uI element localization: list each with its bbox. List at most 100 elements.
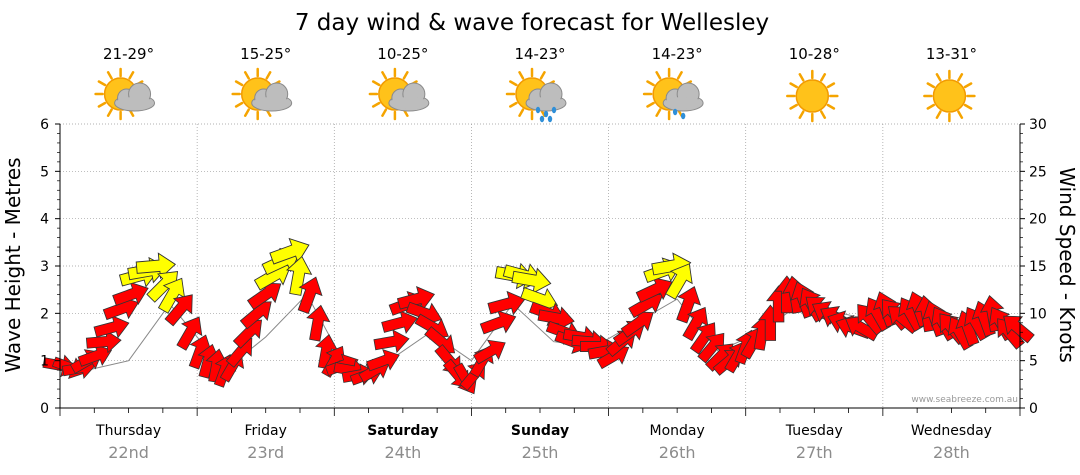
day-name: Sunday [511,423,569,439]
day-label-wednesday: Wednesday 28th [911,423,992,462]
wind-arrow [682,306,709,342]
y-tick-label-left: 3 [40,259,49,275]
day-forecast-saturday: 10-25° [368,45,430,121]
day-forecast-thursday: 21-29° [94,45,156,121]
wind-arrow [85,329,122,354]
rain-drop [680,112,686,120]
wind-arrow [157,277,186,314]
day-forecast-header: 21-29° 15-25° 10-25° 14-23° 14-23° 10-28° 13-3… [94,45,977,123]
sun-ray [243,71,250,80]
day-label-tuesday: Tuesday 27th [785,423,843,462]
sun-disc [932,79,967,113]
temperature-range: 15-25° [240,45,291,63]
sun-ray [789,82,798,89]
sunny-icon [786,69,839,123]
rain-drop [551,106,557,114]
sun-ray [234,80,244,87]
wind-arrow [176,316,203,351]
sun-ray [381,71,388,80]
cloud-fill [115,97,154,109]
sun-ray [820,110,827,119]
day-forecast-wednesday: 13-31° [923,45,977,123]
wind-arrow [473,339,506,365]
wind-arrow [366,349,400,372]
y-tick-label-right: 30 [1029,117,1047,133]
day-forecast-monday: 14-23° [642,45,704,121]
rain-drop [535,106,541,114]
sun-ray [128,71,135,80]
wind-arrow [135,252,177,280]
chart-title: 7 day wind & wave forecast for Wellesley [295,10,769,36]
sun-ray [106,71,113,80]
day-name: Tuesday [785,423,843,439]
day-forecast-sunday: 14-23° [505,45,567,123]
cloud-fill [389,97,428,109]
day-date: 23rd [247,443,284,462]
y-tick-label-left: 2 [40,306,49,322]
y-tick-label-left: 0 [40,401,49,417]
sun-ray [106,108,113,117]
sun-ray [926,82,936,89]
day-labels: Thursday 22nd Friday 23rd Saturday 24th Sunday… [95,423,992,462]
sun-ray [243,108,250,117]
cloud-fill [664,97,703,109]
partly-cloudy-icon [231,67,293,121]
y-tick-label-right: 15 [1029,259,1047,275]
day-label-monday: Monday 26th [650,423,705,462]
y-tick-label-right: 25 [1029,164,1047,180]
temperature-range: 10-25° [377,45,428,63]
day-forecast-friday: 15-25° [231,45,293,121]
wind-arrow [93,315,130,339]
sun-ray [963,82,973,89]
wind-arrow [112,281,149,306]
chart-axes: 0 1 2 3 4 5 6 0 5 10 15 20 25 30 [40,117,1047,417]
y-tick-label-left: 1 [40,354,49,370]
temperature-range: 14-23° [514,45,565,63]
y-tick-label-left: 5 [40,164,49,180]
day-label-thursday: Thursday 22nd [95,423,161,462]
sun-ray [539,71,546,80]
watermark: www.seabreeze.com.au [911,395,1018,405]
y-tick-label-right: 10 [1029,306,1047,322]
sun-ray [676,71,683,80]
y-tick-label-right: 5 [1029,354,1038,370]
day-date: 28th [933,443,970,462]
wind-arrow [188,334,213,370]
y-tick-label-right: 0 [1029,401,1038,417]
y-axis-left-label: Wave Height - Metres [1,157,25,372]
sun-disc [795,79,830,113]
wind-arrow [697,332,725,364]
sun-ray [957,110,964,119]
y-axis-right-label: Wind Speed - Knots [1055,167,1079,363]
day-date: 27th [796,443,833,462]
temperature-range: 21-29° [103,45,154,63]
sun-ray [826,103,836,110]
sun-ray [265,71,272,80]
wind-arrow [269,237,310,265]
rain-drop [539,115,545,123]
sun-ray [926,103,936,110]
day-forecast-tuesday: 10-28° [786,45,840,123]
wind-arrow [1003,315,1035,344]
sun-ray [234,101,244,108]
wind-arrow [537,306,575,331]
sun-ray [789,103,798,110]
rain-drop [547,115,553,123]
rain-drop [672,108,678,116]
wind-arrow [77,344,113,367]
temperature-range: 14-23° [652,45,703,63]
day-name: Thursday [95,423,161,439]
sun-ray [798,110,805,119]
sun-ray [935,73,942,82]
temperature-range: 10-28° [789,45,840,63]
sun-ray [963,103,973,110]
wind-arrow [396,286,436,311]
wind-arrow [689,322,716,355]
sun-ray [518,71,525,80]
cloud-fill [527,97,565,109]
sun-ray [935,110,942,119]
sun-ray [826,82,836,89]
sun-ray [97,80,107,87]
sun-ray [402,71,409,80]
